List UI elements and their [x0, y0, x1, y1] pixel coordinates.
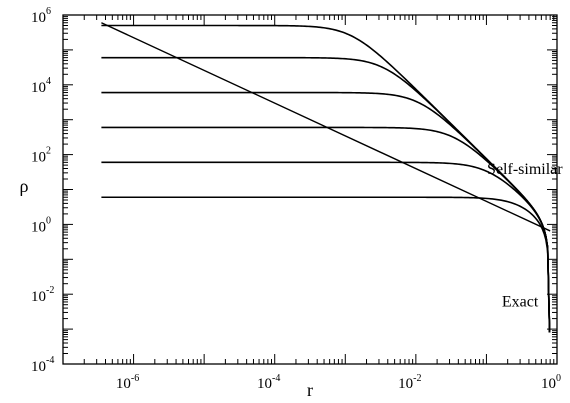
density-curve-6 [101, 196, 551, 333]
density-curve-3 [101, 91, 551, 333]
y-tick-label: 102 [31, 146, 51, 166]
annotations: Self-similar Exact [487, 161, 563, 310]
y-axis-label: ρ [20, 176, 29, 196]
y-tick-label: 106 [31, 6, 51, 26]
x-tick-label: 10-6 [116, 373, 139, 392]
density-curve-5 [101, 161, 551, 333]
annotation-label: Exact [502, 293, 539, 310]
x-tick-label: 10-4 [257, 373, 280, 392]
x-axis-label: r [307, 380, 313, 400]
data-curves [101, 22, 551, 333]
annotation-label: Self-similar [487, 161, 563, 178]
y-tick-label: 104 [31, 76, 51, 96]
y-tick-label: 100 [31, 215, 51, 235]
x-tick-label: 100 [541, 373, 561, 392]
tick-labels: 10-6 10-4 10-2 100 10-4 10-2 100 102 104 106 [31, 6, 561, 392]
plot-frame [62, 14, 558, 365]
self-similar-line [101, 22, 551, 232]
tick-marks [62, 15, 557, 365]
y-tick-label: 10-2 [31, 285, 54, 305]
x-tick-label: 10-2 [398, 373, 421, 392]
y-tick-label: 10-4 [31, 355, 54, 375]
